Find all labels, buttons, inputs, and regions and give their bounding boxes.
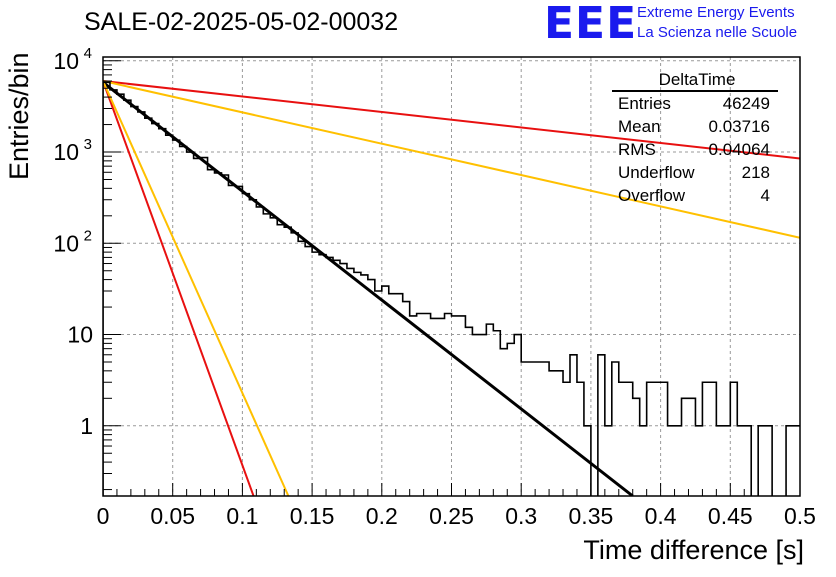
stats-row-rms: RMS 0.04064 [612,138,782,161]
x-tick-label: 0.1 [226,503,258,529]
x-axis-ticks: 0 0.05 0.1 0.15 0.2 0.25 0.3 0.35 0.4 0.45 0.5 [97,483,816,529]
histogram-outline [103,81,800,496]
eee-logo-text: Extreme Energy Events La Scienza nelle S… [637,3,797,43]
stats-value: 0.04064 [708,140,770,159]
fit-line-2 [103,80,800,239]
y-tick-label: 10 [53,48,79,74]
x-tick-label: 0.2 [366,503,398,529]
y-axis-label: Entries/bin [4,52,34,180]
y-tick-label: 1 [80,413,93,439]
stats-label: Overflow [618,186,686,205]
y-tick-exponent: 2 [84,227,92,244]
stats-row-overflow: Overflow 4 [612,184,782,207]
x-tick-label: 0.35 [569,503,614,529]
y-tick-exponent: 3 [84,136,92,153]
stats-value: 218 [741,163,770,182]
x-tick-label: 0 [97,503,110,529]
x-tick-label: 0.25 [429,503,474,529]
logo-line-2: La Scienza nelle Scuole [637,24,798,41]
fit-line-4 [103,80,290,496]
x-tick-label: 0.15 [290,503,335,529]
stats-title: DeltaTime [658,70,736,89]
fit-line-0 [103,81,634,496]
y-tick-exponent: 4 [84,45,92,62]
y-tick-label: 10 [67,322,93,348]
stats-value: 0.03716 [708,117,770,136]
stats-box: DeltaTime Entries 46249 Mean 0.03716 RMS 0.… [612,70,782,207]
stats-divider [612,90,778,92]
stats-row-underflow: Underflow 218 [612,161,782,184]
x-tick-label: 0.45 [708,503,753,529]
fit-line-3 [103,80,255,496]
fit-line-1 [103,80,800,160]
x-tick-label: 0.4 [645,503,677,529]
x-tick-label: 0.5 [784,503,816,529]
x-tick-label: 0.3 [505,503,537,529]
stats-row-entries: Entries 46249 [612,92,782,115]
stats-label: Mean [618,117,661,136]
stats-value: 46249 [722,94,770,113]
x-axis-label: Time difference [s] [583,535,804,565]
chart-title: SALE-02-2025-05-02-00032 [84,8,399,36]
stats-label: RMS [618,140,656,159]
logo-line-1: Extreme Energy Events [637,4,795,21]
y-tick-label: 10 [53,139,79,165]
grid-lines [103,57,800,496]
stats-label: Entries [618,94,671,113]
y-axis-ticks: 1 10 10 2 10 3 10 4 [53,45,121,491]
stats-label: Underflow [618,163,695,182]
eee-logo: EEE [544,0,638,49]
x-tick-label: 0.05 [150,503,195,529]
stats-row-mean: Mean 0.03716 [612,115,782,138]
stats-value: 4 [760,186,770,205]
y-tick-label: 10 [53,230,79,256]
histogram-bars [103,81,800,496]
